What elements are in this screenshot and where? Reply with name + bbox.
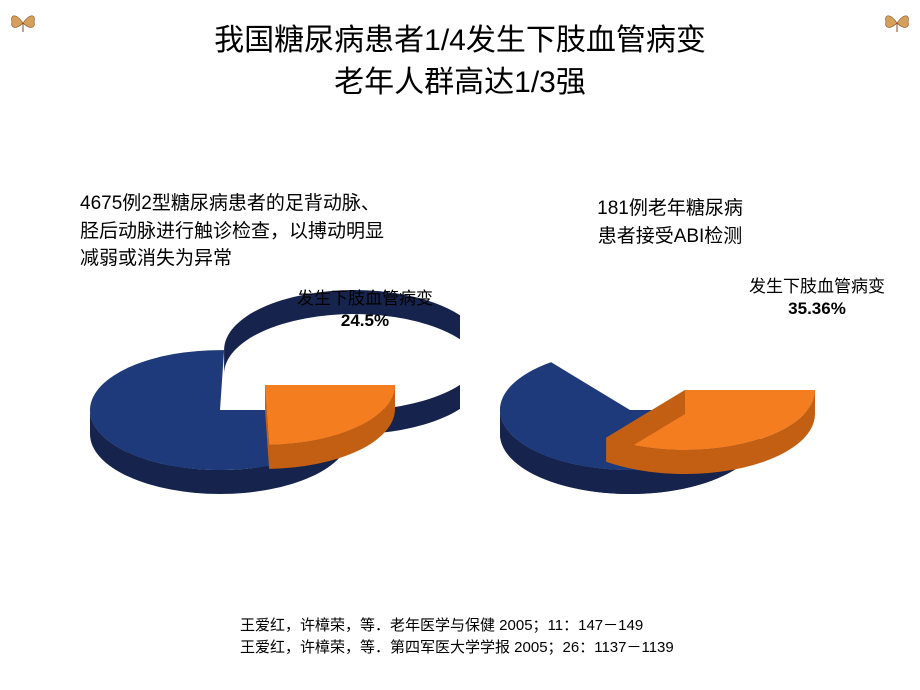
pie-chart-left: 发生下肢血管病变 24.5% — [60, 290, 460, 510]
right-slice-percent: 35.36% — [788, 299, 846, 318]
citation-1: 王爱红，许樟荣，等．老年医学与保健 2005；11：147－149 — [240, 614, 643, 635]
left-study-description: 4675例2型糖尿病患者的足背动脉、胫后动脉进行触诊检查，以搏动明显减弱或消失为… — [80, 190, 390, 273]
right-slice-label-text: 发生下肢血管病变 — [749, 277, 885, 296]
left-slice-percent: 24.5% — [341, 311, 389, 330]
left-slice-label-text: 发生下肢血管病变 — [297, 289, 433, 308]
right-desc-line1: 181例老年糖尿病 — [597, 198, 743, 219]
citation-2: 王爱红，许樟荣，等．第四军医大学学报 2005；26：1137－1139 — [240, 636, 674, 657]
right-study-description: 181例老年糖尿病 患者接受ABI检测 — [540, 195, 800, 250]
title-line2: 老年人群高达1/3强 — [334, 66, 586, 99]
right-slice-label: 发生下肢血管病变 35.36% — [732, 276, 902, 320]
pie-chart-right: 发生下肢血管病变 35.36% — [480, 290, 880, 510]
page-title: 我国糖尿病患者1/4发生下肢血管病变 老年人群高达1/3强 — [0, 20, 920, 104]
title-line1: 我国糖尿病患者1/4发生下肢血管病变 — [214, 24, 706, 57]
left-slice-label: 发生下肢血管病变 24.5% — [280, 288, 450, 332]
right-desc-line2: 患者接受ABI检测 — [598, 226, 743, 247]
